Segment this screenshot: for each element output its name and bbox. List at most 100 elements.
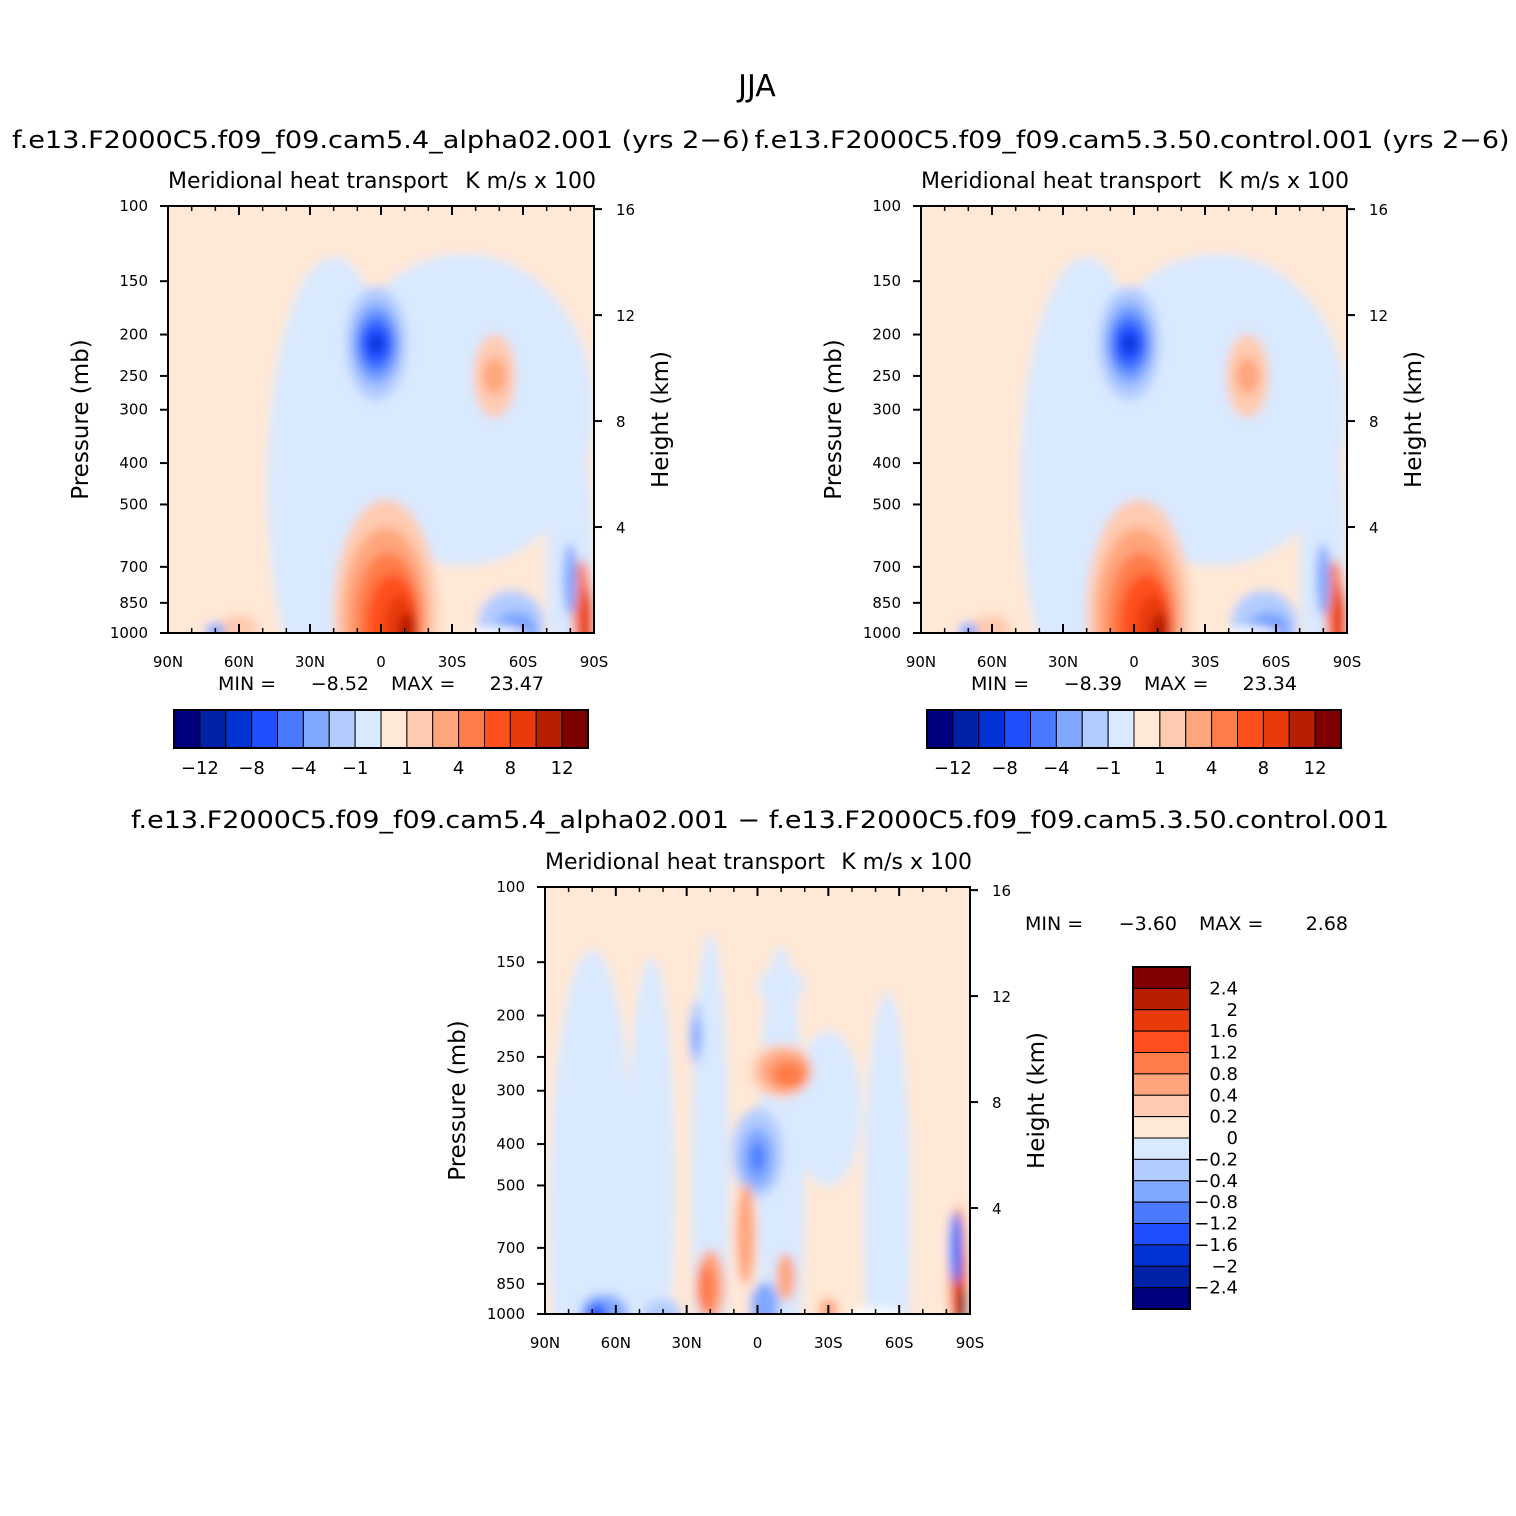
contour-region <box>691 1019 701 1056</box>
y-tick-label: 1000 <box>487 1305 525 1323</box>
colorbar-frame <box>173 709 589 749</box>
colorbar-swatch <box>302 709 330 749</box>
case-a-title: f.e13.F2000C5.f09_f09.cam5.4_alpha02.001… <box>12 126 750 154</box>
colorbar-tick-label: 0.4 <box>1209 1085 1238 1106</box>
panel-units: K m/s x 100 <box>841 850 972 875</box>
y-right-tick-label: 4 <box>1369 519 1379 537</box>
contour-region <box>563 543 578 616</box>
y-right-tick-label: 8 <box>616 413 626 431</box>
colorbar-swatch <box>1132 1116 1191 1139</box>
contour-region <box>627 957 675 1314</box>
colorbar-swatch <box>1132 1030 1191 1053</box>
colorbar-swatch <box>1288 709 1316 749</box>
colorbar-tick-label: 2 <box>1227 1000 1238 1021</box>
colorbar-swatch <box>1132 1158 1191 1182</box>
colorbar-swatch <box>199 709 227 749</box>
colorbar-swatch <box>484 709 511 749</box>
colorbar-swatch <box>1185 709 1213 749</box>
x-tick-label: 90S <box>580 653 609 671</box>
colorbar: −12 −8 −4 −1 1 4 8 12 <box>173 709 589 779</box>
x-tick-label: 60N <box>601 1334 631 1352</box>
contour-region <box>1150 613 1170 633</box>
y-tick-label: 700 <box>119 558 148 576</box>
colorbar-swatch <box>1132 1009 1191 1032</box>
colorbar-swatch <box>432 709 460 749</box>
colorbar-swatch <box>561 709 589 749</box>
x-tick-label: 60N <box>977 653 1007 671</box>
y-tick-label: 100 <box>872 197 901 215</box>
y-tick-label: 200 <box>872 326 901 344</box>
contour-region <box>696 1264 715 1313</box>
y-right-tick-label: 8 <box>1369 413 1379 431</box>
contour-region <box>549 949 635 1314</box>
max-label: MAX = <box>1199 913 1263 935</box>
colorbar-tick-label: −0.4 <box>1194 1171 1238 1192</box>
colorbar-swatch <box>1132 966 1191 989</box>
colorbar-swatch <box>354 709 382 749</box>
colorbar-swatch <box>535 709 563 749</box>
y-tick-label: 200 <box>119 326 148 344</box>
y-right-tick-label: 12 <box>992 988 1011 1006</box>
y-tick-label: 150 <box>119 272 148 290</box>
panel-difference: Meridional heat transport K m/s x 100 90N 6… <box>445 850 1348 1352</box>
contour-region <box>369 335 384 352</box>
colorbar-tick-label: 8 <box>1258 758 1269 779</box>
colorbar-swatch <box>1132 1073 1191 1096</box>
x-tick-label: 30S <box>1191 653 1220 671</box>
y-tick-label: 850 <box>119 594 148 612</box>
colorbar-swatch <box>1211 709 1238 749</box>
colorbar-swatch <box>509 709 537 749</box>
colorbar-swatch <box>1132 1094 1191 1118</box>
y-tick-label: 400 <box>496 1135 525 1153</box>
contour-region <box>1235 357 1260 394</box>
y-tick-label: 500 <box>872 495 901 513</box>
y-tick-label: 1000 <box>110 624 148 642</box>
colorbar-swatch <box>1132 1265 1191 1289</box>
y-right-tick-label: 12 <box>1369 307 1388 325</box>
panel-1-field <box>921 206 1347 633</box>
colorbar-tick-label: 0 <box>1227 1128 1238 1149</box>
y-axis-label: Pressure (mb) <box>821 339 847 499</box>
contour-region <box>948 1211 963 1284</box>
contour-region <box>750 1142 765 1173</box>
contour-region <box>1316 543 1331 616</box>
y-axis-label: Pressure (mb) <box>445 1020 471 1180</box>
colorbar-swatch <box>173 709 201 749</box>
y-right-tick-label: 16 <box>992 882 1011 900</box>
colorbar-tick-label: 2.4 <box>1209 978 1238 999</box>
y-tick-label: 300 <box>496 1082 525 1100</box>
contour-region <box>958 622 978 633</box>
y-tick-label: 700 <box>872 558 901 576</box>
colorbar-tick-label: −1.6 <box>1194 1235 1238 1256</box>
min-label: MIN = <box>971 673 1029 695</box>
colorbar-tick-label: 1.2 <box>1209 1043 1238 1064</box>
colorbar-swatch <box>1055 709 1083 749</box>
colorbar-swatch <box>458 709 485 749</box>
y-tick-label: 400 <box>119 454 148 472</box>
colorbar-swatch <box>1004 709 1031 749</box>
y-tick-label: 250 <box>119 367 148 385</box>
x-tick-label: 90S <box>1333 653 1362 671</box>
x-tick-label: 60S <box>1262 653 1291 671</box>
colorbar: −12 −8 −4 −1 1 4 8 12 <box>926 709 1342 779</box>
colorbar-swatch <box>251 709 278 749</box>
contour-region <box>736 1183 756 1286</box>
panel-1-contours <box>921 206 1347 633</box>
x-tick-label: 0 <box>753 1334 763 1352</box>
case-b-title: f.e13.F2000C5.f09_f09.cam5.3.50.control.… <box>755 126 1510 154</box>
y-tick-label: 500 <box>496 1176 525 1194</box>
contour-region <box>1131 409 1161 518</box>
x-tick-label: 90S <box>956 1334 985 1352</box>
colorbar-tick-label: −4 <box>290 758 317 779</box>
colorbar-swatch <box>1132 1052 1191 1075</box>
colorbar-swatch <box>277 709 304 749</box>
colorbar-tick-label: −2.4 <box>1194 1278 1238 1299</box>
y-tick-label: 200 <box>496 1007 525 1025</box>
contour-region <box>771 1061 805 1088</box>
y-tick-label: 150 <box>496 953 525 971</box>
contour-region <box>776 1253 796 1302</box>
panel-alpha02: Meridional heat transport K m/s x 100 90N 6… <box>68 169 674 779</box>
y-tick-label: 1000 <box>863 624 901 642</box>
colorbar-swatch <box>1314 709 1342 749</box>
